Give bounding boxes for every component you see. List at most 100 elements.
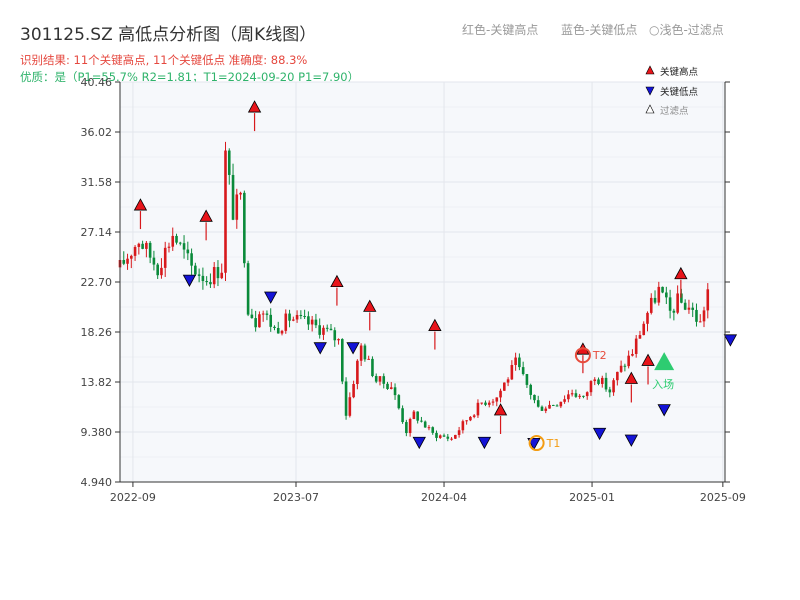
t2-label: T2: [592, 349, 607, 362]
candle-body: [322, 327, 325, 335]
candle-body: [529, 384, 532, 395]
candle-body: [175, 235, 178, 243]
chart-title: 301125.SZ 高低点分析图（周K线图）: [20, 25, 317, 45]
candle-body: [156, 264, 159, 276]
candle-body: [197, 274, 201, 276]
candle-body: [258, 314, 261, 328]
candle-body: [559, 401, 563, 407]
candle-body: [465, 420, 468, 422]
key-low-marker: [624, 434, 639, 447]
header-legend-blue: 蓝色-关键低点: [561, 23, 638, 37]
candle-body: [303, 316, 306, 318]
candle-body: [126, 258, 129, 264]
entry-label: 入场: [652, 377, 674, 391]
candle-body: [544, 408, 548, 411]
candle-body: [307, 316, 310, 325]
candle-body: [178, 242, 182, 244]
candle-body: [141, 243, 144, 249]
candle-body: [280, 330, 284, 334]
candle-body: [691, 307, 695, 310]
key-low-marker: [313, 342, 327, 355]
candle-body: [269, 314, 273, 327]
candle-body: [623, 365, 627, 367]
candle-body: [578, 395, 581, 397]
candle-body: [152, 257, 156, 265]
key-low-marker: [264, 291, 278, 304]
candle-body: [683, 302, 687, 310]
candle-body: [401, 408, 404, 423]
legend-filtered-label: 过滤点: [660, 105, 689, 117]
candle-body: [551, 404, 555, 406]
candle-body: [634, 338, 638, 354]
candle-body: [472, 415, 476, 417]
y-tick-label: 27.14: [81, 226, 113, 239]
candle-body: [438, 435, 442, 438]
candle-body: [356, 360, 359, 385]
candle-body: [299, 314, 303, 317]
candle-body: [182, 243, 186, 250]
quality-summary: 优质：是（P1=55.7% R2=1.81；T1=2024-09-20 P1=7…: [20, 70, 360, 84]
candle-body: [227, 150, 231, 175]
key-low-marker: [412, 436, 426, 450]
legend-low-icon: [645, 86, 655, 96]
candle-body: [702, 310, 706, 322]
candle-body: [461, 421, 465, 431]
candle-body: [130, 255, 133, 259]
candle-body: [314, 319, 318, 326]
candle-body: [480, 402, 484, 404]
candle-body: [190, 253, 193, 266]
candle-body: [446, 436, 450, 439]
candle-body: [371, 358, 374, 377]
candle-body: [608, 389, 612, 393]
candle-body: [393, 387, 397, 396]
candle-body: [295, 314, 299, 320]
candle-body: [540, 406, 544, 411]
t1-circle-marker: [528, 435, 545, 452]
candle-body: [276, 327, 280, 334]
candle-body: [631, 353, 634, 356]
key-high-marker: [641, 353, 655, 366]
candle-body: [145, 242, 148, 249]
t2-circle-marker: [574, 347, 591, 364]
key-high-marker: [247, 100, 262, 113]
x-tick-label: 2023-07: [273, 491, 319, 504]
candle-body: [292, 319, 295, 321]
candle-body: [378, 376, 382, 382]
candle-body: [487, 402, 491, 405]
candle-body: [310, 319, 314, 325]
candle-body: [137, 243, 141, 247]
candle-body: [254, 318, 257, 328]
candle-body: [265, 313, 269, 315]
x-tick-label: 2025-01: [569, 491, 615, 504]
candle-body: [363, 345, 367, 360]
key-high-marker: [330, 274, 344, 288]
candle-body: [627, 355, 630, 367]
candle-body: [246, 263, 250, 315]
candle-body: [163, 247, 167, 268]
candle-body: [235, 194, 239, 220]
key-low-marker: [527, 438, 541, 451]
candle-body: [653, 297, 657, 303]
candle-body: [548, 404, 551, 409]
x-tick-label: 2022-09: [110, 491, 156, 504]
key-low-marker: [182, 274, 197, 287]
key-high-marker: [199, 209, 213, 222]
candle-body: [597, 379, 600, 384]
candle-body: [239, 192, 242, 195]
candle-body: [457, 430, 461, 435]
candle-body: [533, 394, 536, 401]
key-low-marker: [657, 404, 671, 417]
key-high-marker: [133, 198, 148, 211]
candle-body: [220, 272, 224, 279]
candle-body: [646, 312, 649, 324]
y-tick-label: 9.380: [81, 426, 113, 439]
candle-body: [680, 293, 683, 303]
candle-body: [521, 367, 525, 375]
candle-body: [604, 377, 608, 390]
candle-body: [518, 357, 521, 368]
candle-body: [273, 326, 276, 328]
y-tick-label: 13.82: [81, 376, 113, 389]
candle-body: [337, 339, 340, 341]
key-low-marker: [592, 427, 607, 441]
